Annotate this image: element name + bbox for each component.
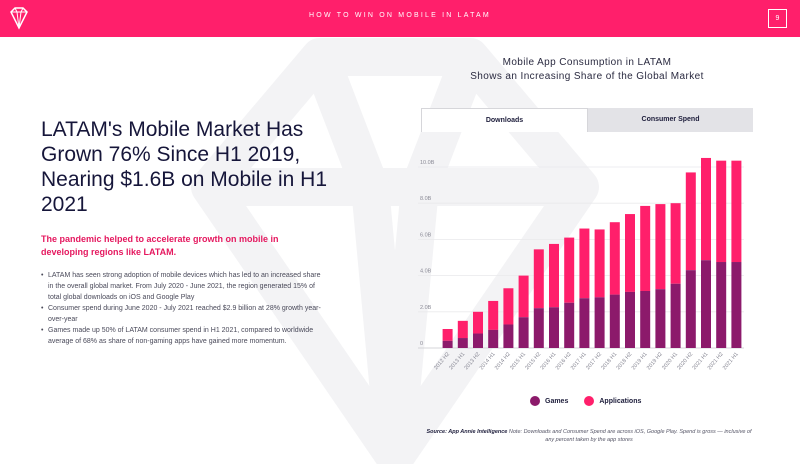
bar-games bbox=[594, 297, 605, 348]
bar-games bbox=[442, 340, 453, 348]
bar-applications bbox=[731, 160, 742, 263]
legend-item-applications: Applications bbox=[584, 396, 641, 406]
y-tick-label: 2.0B bbox=[420, 305, 432, 311]
bar-games bbox=[518, 317, 529, 348]
y-tick-label: 8.0B bbox=[420, 196, 432, 202]
bar-games bbox=[625, 291, 635, 348]
bar-games bbox=[564, 302, 575, 348]
chart-legend: Games Applications bbox=[530, 396, 657, 406]
legend-swatch-games bbox=[530, 396, 540, 406]
chart-title-line-2: Shows an Increasing Share of the Global … bbox=[470, 71, 704, 82]
y-tick-label: 4.0B bbox=[420, 269, 432, 275]
bar-applications bbox=[503, 288, 514, 325]
bar-games bbox=[549, 307, 559, 348]
bar-games bbox=[533, 308, 544, 348]
bar-applications bbox=[442, 328, 453, 341]
page-subtitle: The pandemic helped to accelerate growth… bbox=[41, 234, 279, 257]
bar-applications bbox=[655, 204, 666, 290]
bar-games bbox=[731, 262, 742, 348]
bar-applications bbox=[625, 214, 635, 292]
bar-applications bbox=[594, 229, 605, 298]
bar-applications bbox=[564, 237, 575, 303]
chart-tabs: Downloads Consumer Spend bbox=[421, 108, 753, 132]
legend-item-games: Games bbox=[530, 396, 568, 406]
diamond-logo-icon bbox=[10, 7, 28, 30]
tab-consumer-spend[interactable]: Consumer Spend bbox=[588, 108, 753, 132]
bar-applications bbox=[549, 243, 559, 308]
bar-games bbox=[640, 290, 651, 348]
source-label: Source: App Annie Intelligence bbox=[426, 429, 508, 435]
source-note: Source: App Annie Intelligence Note: Dow… bbox=[425, 428, 753, 444]
legend-label-applications: Applications bbox=[599, 397, 642, 405]
bar-games bbox=[488, 329, 499, 348]
bar-applications bbox=[701, 157, 711, 261]
bar-games bbox=[655, 289, 666, 348]
x-tick-label: 2021 H1 bbox=[722, 351, 740, 371]
header-title: HOW TO WIN ON MOBILE IN LATAM bbox=[309, 12, 491, 19]
bar-games bbox=[503, 324, 514, 348]
bar-games bbox=[701, 260, 711, 348]
chart-title: Mobile App Consumption in LATAM Shows an… bbox=[420, 56, 754, 84]
bar-applications bbox=[685, 172, 696, 271]
source-text: Note: Downloads and Consumer Spend are a… bbox=[508, 429, 752, 443]
bar-games bbox=[609, 294, 620, 348]
bar-games bbox=[685, 270, 696, 348]
bar-applications bbox=[609, 222, 620, 295]
bar-applications bbox=[670, 203, 681, 284]
legend-label-games: Games bbox=[545, 397, 569, 405]
bar-games bbox=[579, 298, 590, 348]
page-title: LATAM's Mobile Market Has Grown 76% Sinc… bbox=[41, 118, 328, 216]
chart-title-line-1: Mobile App Consumption in LATAM bbox=[502, 57, 672, 68]
y-tick-label: 10.0B bbox=[420, 160, 435, 166]
bar-applications bbox=[716, 160, 727, 263]
bullet-item: LATAM has seen strong adoption of mobile… bbox=[41, 270, 326, 303]
bullet-item: Games made up 50% of LATAM consumer spen… bbox=[41, 325, 326, 347]
legend-swatch-applications bbox=[584, 396, 595, 406]
bar-games bbox=[716, 262, 727, 348]
bar-applications bbox=[488, 300, 499, 330]
bar-applications bbox=[579, 228, 590, 299]
bar-applications bbox=[518, 275, 529, 318]
header-bar: HOW TO WIN ON MOBILE IN LATAM 9 bbox=[0, 0, 800, 37]
bar-games bbox=[457, 338, 468, 348]
y-tick-label: 6.0B bbox=[420, 232, 432, 238]
y-tick-label: 0 bbox=[420, 341, 423, 347]
bullet-item: Consumer spend during June 2020 - July 2… bbox=[41, 303, 326, 325]
bar-applications bbox=[473, 311, 483, 334]
tab-downloads[interactable]: Downloads bbox=[421, 108, 588, 132]
bar-games bbox=[473, 333, 483, 348]
bullet-list: LATAM has seen strong adoption of mobile… bbox=[41, 270, 326, 347]
bar-applications bbox=[457, 320, 468, 339]
bar-applications bbox=[533, 249, 544, 309]
bar-applications bbox=[640, 205, 651, 291]
bar-games bbox=[670, 283, 681, 348]
page-number: 9 bbox=[768, 9, 787, 28]
